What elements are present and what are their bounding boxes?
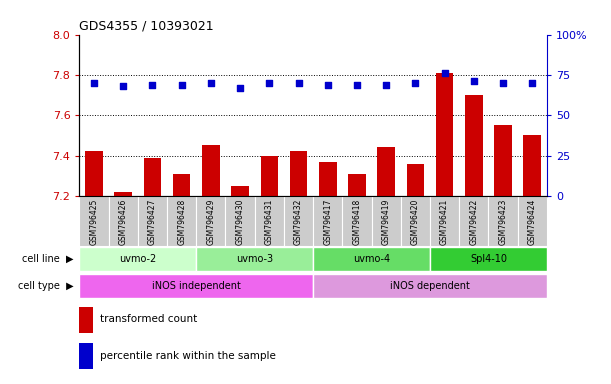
Bar (284, 196, 313, 246)
Text: GSM796427: GSM796427 (148, 198, 157, 245)
Point (119, 83, 128, 89)
Bar (138, 196, 167, 246)
Bar (313, 196, 342, 246)
Point (352, 81, 362, 88)
Text: GSM796425: GSM796425 (90, 198, 98, 245)
Text: transformed count: transformed count (100, 314, 198, 324)
Bar (196, 196, 225, 246)
Text: percentile rank within the sample: percentile rank within the sample (100, 351, 276, 361)
Bar (79, 343, 93, 369)
Point (381, 81, 391, 88)
Text: GSM796424: GSM796424 (528, 198, 536, 245)
Point (265, 80, 274, 86)
Bar (430, 196, 459, 246)
Point (469, 78, 478, 84)
Bar (114, 192, 132, 196)
Bar (196, 247, 313, 271)
Point (235, 85, 245, 91)
Text: uvmo-3: uvmo-3 (236, 254, 273, 264)
Text: GSM796418: GSM796418 (353, 198, 362, 245)
Text: Spl4-10: Spl4-10 (470, 254, 507, 264)
Bar (232, 186, 249, 196)
Text: GSM796426: GSM796426 (119, 198, 128, 245)
Point (89, 80, 99, 86)
Bar (313, 274, 547, 298)
Point (440, 70, 450, 76)
Bar (167, 196, 196, 246)
Text: uvmo-4: uvmo-4 (353, 254, 390, 264)
Point (411, 80, 420, 86)
Point (177, 81, 186, 88)
Point (323, 81, 332, 88)
Bar (109, 196, 138, 246)
Point (206, 80, 216, 86)
Text: GSM796419: GSM796419 (382, 198, 390, 245)
Bar (465, 95, 483, 196)
Bar (524, 135, 541, 196)
Text: GSM796421: GSM796421 (440, 198, 449, 245)
Bar (79, 274, 313, 298)
Point (148, 81, 158, 88)
Bar (290, 152, 307, 196)
Text: iNOS dependent: iNOS dependent (390, 281, 470, 291)
Text: uvmo-2: uvmo-2 (119, 254, 156, 264)
Text: GSM796423: GSM796423 (499, 198, 508, 245)
Bar (202, 146, 220, 196)
Text: GSM796420: GSM796420 (411, 198, 420, 245)
Point (527, 80, 537, 86)
Text: cell type  ▶: cell type ▶ (18, 281, 73, 291)
Text: GSM796430: GSM796430 (236, 198, 244, 245)
Text: GSM796429: GSM796429 (207, 198, 216, 245)
Bar (407, 164, 424, 196)
Bar (144, 157, 161, 196)
Bar (494, 125, 512, 196)
Bar (378, 147, 395, 196)
Bar (79, 307, 93, 333)
Bar (401, 196, 430, 246)
Text: GSM796417: GSM796417 (323, 198, 332, 245)
Point (498, 80, 508, 86)
Bar (348, 174, 366, 196)
Bar (319, 162, 337, 196)
Text: cell line  ▶: cell line ▶ (22, 254, 73, 264)
Text: iNOS independent: iNOS independent (152, 281, 241, 291)
Text: GSM796432: GSM796432 (294, 198, 303, 245)
Bar (459, 196, 488, 246)
Text: GSM796428: GSM796428 (177, 198, 186, 245)
Text: GSM796422: GSM796422 (469, 198, 478, 245)
Bar (86, 152, 103, 196)
Bar (518, 196, 547, 246)
Text: GSM796431: GSM796431 (265, 198, 274, 245)
Bar (255, 196, 284, 246)
Bar (488, 196, 518, 246)
Bar (342, 196, 371, 246)
Bar (173, 174, 191, 196)
Bar (79, 247, 196, 271)
Bar (79, 196, 109, 246)
Point (294, 80, 304, 86)
Bar (313, 247, 430, 271)
Bar (225, 196, 255, 246)
Bar (371, 196, 401, 246)
Bar (436, 73, 453, 196)
Bar (260, 156, 278, 196)
Bar (430, 247, 547, 271)
Text: GDS4355 / 10393021: GDS4355 / 10393021 (79, 19, 214, 32)
